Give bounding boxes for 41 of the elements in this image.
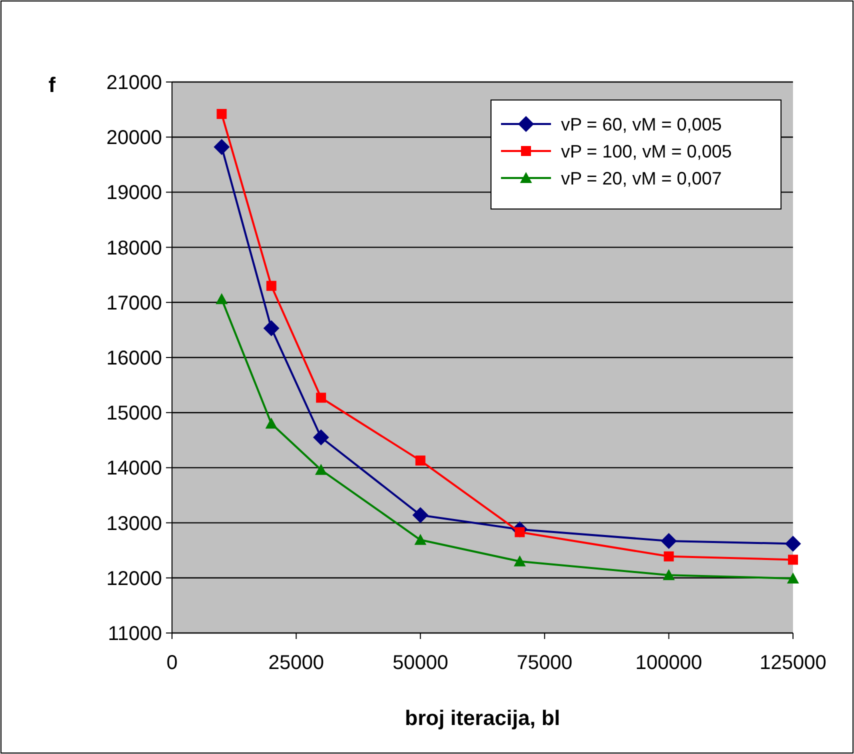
x-tick-label: 125000 — [760, 652, 826, 674]
y-tick-label: 11000 — [108, 623, 162, 645]
y-tick-label: 15000 — [106, 402, 162, 425]
y-tick-label: 21000 — [106, 72, 162, 94]
y-tick-label: 20000 — [106, 127, 162, 150]
point — [315, 464, 328, 475]
x-tick-label: 50000 — [392, 652, 448, 674]
legend-label: vP = 60, vM = 0,005 — [561, 114, 722, 134]
y-tick-label: 12000 — [106, 568, 162, 590]
point — [313, 429, 330, 446]
x-tick-label: 25000 — [268, 652, 324, 674]
y-tick-label: 17000 — [106, 292, 162, 314]
point — [660, 532, 677, 549]
point — [414, 534, 426, 545]
point — [788, 554, 798, 565]
point — [785, 536, 801, 552]
x-tick-label: 75000 — [516, 652, 572, 674]
y-tick-label: 18000 — [106, 237, 162, 260]
point — [412, 507, 428, 524]
y-tick-label: 19000 — [106, 182, 162, 204]
y-axis-title: f — [48, 74, 56, 97]
y-tick-label: 13000 — [106, 512, 162, 535]
point — [316, 392, 326, 403]
point — [415, 456, 426, 466]
point — [263, 320, 280, 336]
point — [664, 551, 674, 562]
x-tick-label: 0 — [166, 652, 178, 674]
legend-label: vP = 20, vM = 0,007 — [561, 168, 722, 188]
x-tick-label: 100000 — [635, 652, 702, 674]
point — [787, 572, 799, 584]
y-tick-label: 14000 — [106, 458, 162, 480]
legend-label: vP = 100, vM = 0,005 — [561, 141, 732, 162]
point — [216, 293, 228, 304]
x-axis-title: broj iteracija, bl — [404, 707, 560, 730]
point — [216, 108, 227, 119]
y-tick-label: 16000 — [106, 348, 162, 370]
point — [266, 280, 276, 291]
point — [514, 555, 526, 566]
point — [214, 139, 230, 156]
point — [265, 418, 278, 429]
point — [662, 569, 675, 580]
